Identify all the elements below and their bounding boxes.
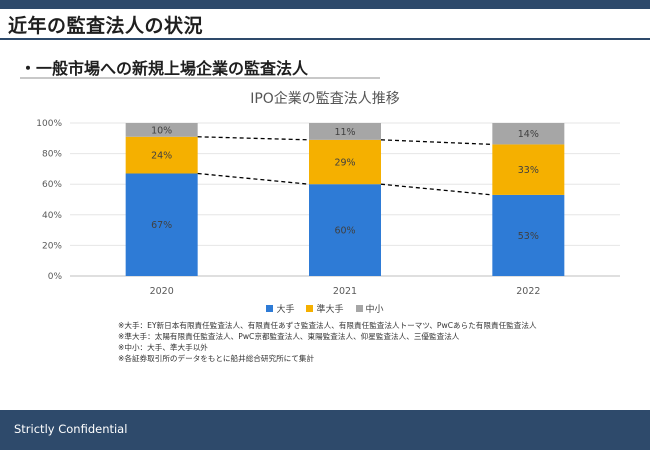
y-tick-label: 100%: [36, 119, 62, 129]
legend-swatch-large: [266, 305, 274, 312]
x-tick-label: 2021: [333, 286, 357, 297]
bar-segment: [492, 144, 565, 195]
stacked-bar-chart: 0% 20% 40% 60% 80% 100% 67% 24% 10% 2020 60% 29% 11%…: [36, 119, 620, 297]
trend-dashed-line: [197, 136, 310, 141]
legend-label-large: 大手: [276, 305, 295, 315]
subtitle-underline: [20, 77, 380, 79]
legend-item-large: 大手: [266, 302, 294, 315]
chart-title: IPO企業の監査法人推移: [250, 91, 400, 107]
legend-swatch-small: [355, 305, 363, 312]
bar-segment: [492, 123, 565, 145]
legend-label-mid: 準大手: [316, 305, 344, 315]
top-header-strip: [0, 0, 650, 9]
y-tick-label: 20%: [42, 241, 62, 251]
y-tick-label: 60%: [42, 180, 62, 190]
data-label: 14%: [518, 129, 539, 140]
data-label: 10%: [151, 125, 172, 136]
x-tick-label: 2022: [516, 286, 540, 297]
footnote-source: ※各証券取引所のデータをもとに船井総合研究所にて集計: [118, 354, 315, 363]
data-label: 24%: [151, 151, 172, 162]
legend-item-small: 中小: [355, 302, 384, 315]
chart-legend: 大手 準大手 中小: [0, 302, 650, 315]
bar-segment: [492, 194, 565, 276]
footnote-mid: ※準大手：太陽有限責任監査法人、PwC京都監査法人、東陽監査法人、仰星監査法人、…: [118, 332, 460, 341]
bar-segment: [309, 123, 381, 140]
bar-segment: [125, 123, 198, 137]
data-label: 33%: [518, 165, 539, 176]
bar-segment: [125, 173, 198, 276]
bar-segment: [125, 136, 198, 174]
x-tick-label: 2020: [150, 286, 174, 297]
data-label: 67%: [151, 220, 172, 231]
y-tick-label: 40%: [42, 211, 62, 221]
legend-item-mid: 準大手: [306, 302, 344, 315]
trend-dashed-line: [380, 183, 493, 196]
footnote-large: ※大手：EY新日本有限責任監査法人、有限責任あずさ監査法人、有限責任監査法人トー…: [118, 321, 537, 330]
data-label: 60%: [334, 226, 355, 237]
data-label: 29%: [334, 158, 355, 169]
legend-swatch-mid: [306, 305, 314, 312]
data-label: 53%: [518, 231, 539, 242]
section-subtitle: ・一般市場への新規上場企業の監査法人: [20, 59, 309, 78]
legend-label-small: 中小: [365, 305, 384, 315]
footnotes: ※大手：EY新日本有限責任監査法人、有限責任あずさ監査法人、有限責任監査法人トー…: [118, 320, 537, 364]
page-title: 近年の監査法人の状況: [8, 15, 204, 37]
trend-dashed-line: [197, 172, 310, 185]
bar-segment: [309, 184, 381, 276]
y-tick-label: 80%: [42, 150, 62, 160]
footnote-small: ※中小：大手、準大手以外: [118, 343, 208, 352]
bar-segment: [309, 139, 381, 185]
y-tick-label: 0%: [48, 272, 63, 282]
data-label: 11%: [334, 127, 355, 138]
footer-bar: Strictly Confidential: [0, 410, 650, 450]
footer-confidential: Strictly Confidential: [14, 422, 128, 436]
trend-dashed-line: [380, 139, 493, 146]
title-divider: [0, 38, 650, 40]
